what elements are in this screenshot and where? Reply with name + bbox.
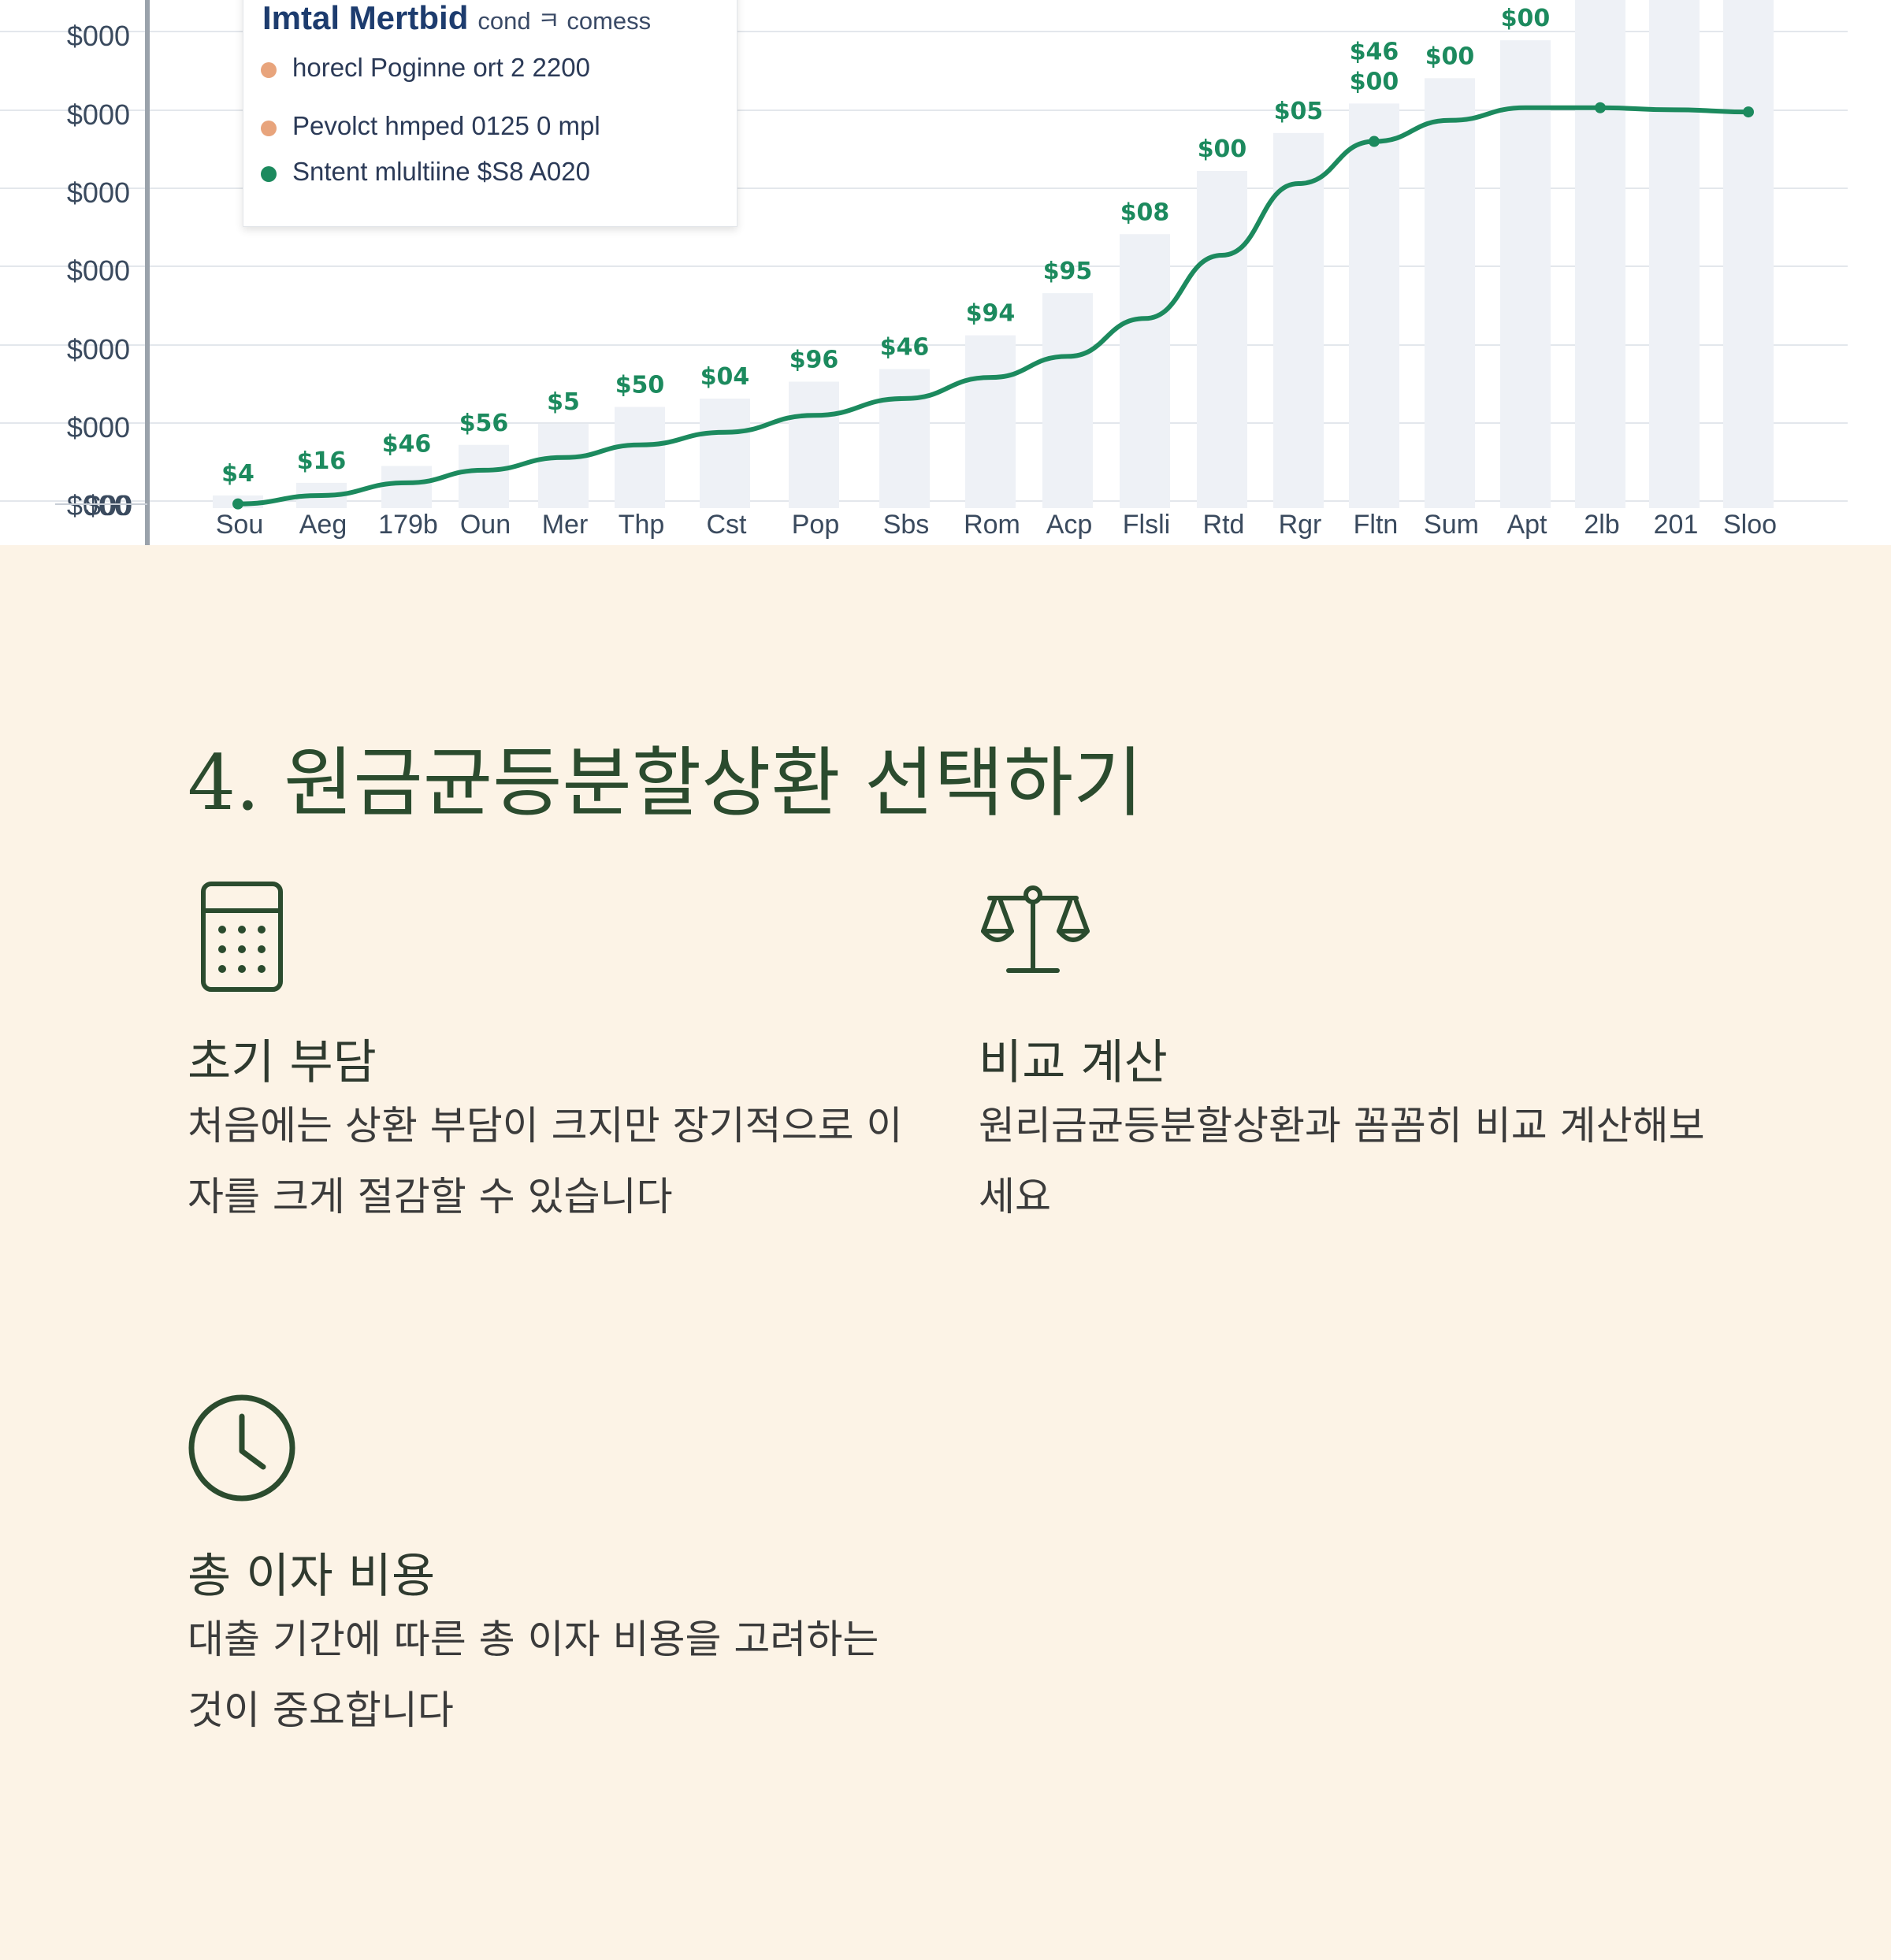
legend-entry-label: horecl Poginne ort 2 2200	[292, 53, 590, 82]
x-tick-label: Rom	[964, 510, 1020, 540]
legend-title: Imtal Mertbid cond ㅋ comess	[262, 0, 651, 37]
x-tick-label: Sum	[1424, 510, 1479, 540]
data-label: $00	[1501, 5, 1551, 32]
x-tick-label: Acp	[1046, 510, 1093, 540]
bar	[1120, 234, 1170, 508]
card-title: 비교 계산	[979, 1035, 1168, 1090]
bar	[789, 381, 839, 508]
x-tick-label: Rtd	[1203, 510, 1245, 540]
x-tick-label: Sou	[216, 510, 264, 540]
x-tick-label: Cst	[707, 510, 748, 540]
y-tick-label: $000	[67, 254, 130, 287]
data-label: $4	[221, 460, 254, 488]
main-content: 4. 원금균등분할상환 선택하기 초기 부담 처음에는 상환 부담이 크지만 장…	[0, 545, 1891, 1960]
y-tick-label: $000	[67, 20, 130, 52]
bar	[381, 466, 432, 508]
y-tick-label: $00	[85, 489, 132, 522]
x-tick-label: Apt	[1506, 510, 1547, 540]
legend-dot	[261, 166, 277, 182]
bar	[1500, 40, 1551, 508]
calculator-icon	[201, 882, 283, 992]
bar	[1042, 293, 1093, 508]
bar	[615, 406, 665, 508]
data-label: $00	[1350, 68, 1399, 95]
x-tick-label: Sbs	[883, 510, 930, 540]
chart-legend: Imtal Mertbid cond ㅋ comess horecl Poginn…	[243, 0, 737, 227]
data-label: $16	[297, 447, 347, 475]
line-marker	[1369, 135, 1380, 147]
bar	[1349, 103, 1399, 508]
series-line	[236, 105, 1751, 507]
bar	[459, 444, 509, 508]
bar	[538, 424, 589, 508]
legend-entry: Pevolct hmped 0125 0 mpl	[261, 111, 600, 141]
x-tick-label: Aeg	[299, 510, 347, 540]
legend-title-sub: cond ㅋ comess	[477, 7, 652, 35]
x-tick-label: 2lb	[1584, 510, 1619, 540]
section-title: 4. 원금균등분할상환 선택하기	[188, 739, 1143, 827]
y-tick-label: $000	[67, 489, 130, 522]
x-tick-label: 201	[1654, 510, 1699, 540]
y-tick-label: $000	[67, 98, 130, 131]
bar	[1723, 0, 1774, 508]
x-tick-label: Thp	[619, 510, 665, 540]
y-tick-label: $000	[67, 333, 130, 366]
legend-entry-label: Pevolct hmped 0125 0 mpl	[292, 111, 600, 140]
legend-entry: Sntent mlultiine $S8 A020	[261, 157, 590, 187]
legend-dot	[261, 62, 277, 78]
data-label: $00	[1198, 135, 1247, 163]
bar	[965, 335, 1016, 508]
data-label: $08	[1120, 199, 1170, 226]
data-label: $46	[1350, 38, 1399, 65]
clock-icon	[188, 1394, 295, 1502]
legend-title-main: Imtal Mertbid	[262, 0, 469, 36]
bar	[879, 369, 930, 508]
card-title: 총 이자 비용	[188, 1549, 436, 1604]
card-title: 초기 부담	[188, 1035, 377, 1090]
data-label: $50	[615, 372, 665, 399]
x-tick-label: Flsli	[1123, 510, 1170, 540]
y-tick-label: $000	[67, 411, 130, 444]
bar	[1425, 78, 1475, 509]
data-label: $94	[966, 300, 1016, 328]
data-label: $56	[459, 410, 509, 437]
card-description: 원리금균등분할상환과 꼼꼼히 비교 계산해보세요	[979, 1103, 1705, 1219]
card-description: 대출 기간에 따른 총 이자 비용을 고려하는 것이 중요합니다	[188, 1617, 879, 1733]
bar	[1197, 171, 1247, 508]
bar	[700, 398, 750, 508]
data-label: $96	[789, 347, 839, 374]
y-tick-label: $000	[67, 176, 130, 209]
chart-panel: $4 $16 $46 $56 $5 $50 $04 $96 $46 $94 $95 $08 $00 $05…	[0, 0, 1891, 545]
x-tick-label: Fltn	[1354, 510, 1399, 540]
bar	[1575, 0, 1625, 509]
x-tick-label: 179b	[378, 510, 438, 540]
line-marker	[232, 498, 243, 510]
data-label: $5	[547, 388, 580, 416]
x-tick-label: Oun	[460, 510, 511, 540]
line-marker	[1595, 102, 1606, 113]
x-tick-label: Mer	[542, 510, 589, 540]
scale-icon	[981, 885, 1090, 973]
bar	[1273, 132, 1324, 508]
data-label: $95	[1043, 258, 1093, 285]
x-tick-label: Rgr	[1279, 510, 1322, 540]
data-label: $05	[1274, 98, 1324, 125]
data-label: $00	[1425, 43, 1475, 70]
data-label: $04	[700, 363, 750, 391]
bar-line-chart: $4 $16 $46 $56 $5 $50 $04 $96 $46 $94 $95 $08 $00 $05…	[0, 0, 1848, 545]
x-tick-label: Sloo	[1723, 510, 1777, 540]
line-marker	[1743, 106, 1754, 118]
legend-entry: horecl Poginne ort 2 2200	[261, 53, 590, 83]
card-description: 처음에는 상환 부담이 크지만 장기적으로 이자를 크게 절감할 수 있습니다	[188, 1103, 903, 1219]
legend-entry-label: Sntent mlultiine $S8 A020	[292, 157, 590, 186]
data-label: $46	[382, 431, 432, 458]
bar	[1649, 0, 1700, 508]
x-tick-label: Pop	[792, 510, 840, 540]
data-label: $46	[880, 333, 930, 361]
legend-dot	[261, 121, 277, 136]
